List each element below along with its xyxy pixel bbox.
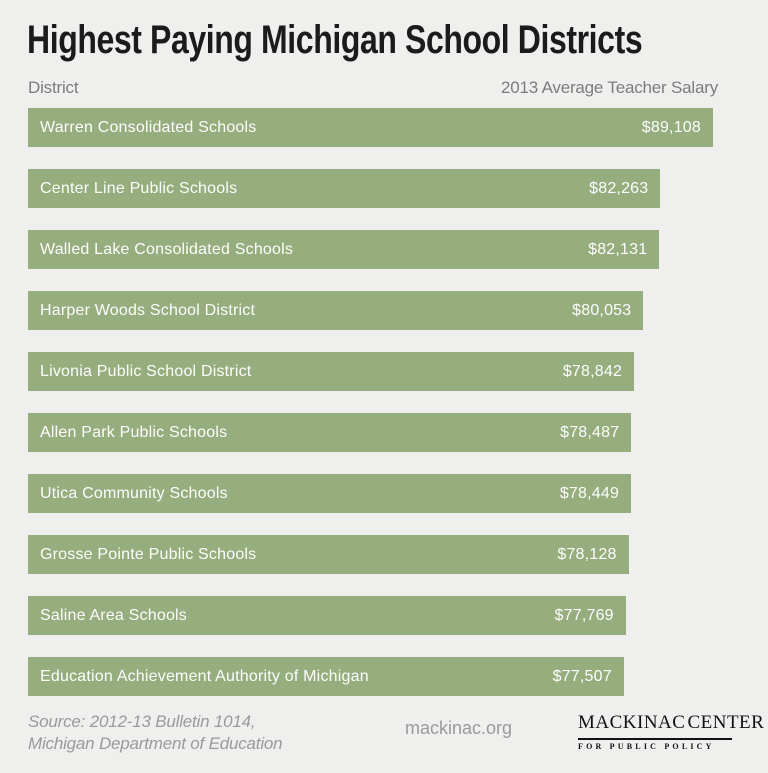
bar-row: Walled Lake Consolidated Schools $82,131: [28, 230, 660, 269]
bar-label: Utica Community Schools: [40, 484, 228, 502]
column-header-district: District: [28, 78, 79, 97]
logo-word-mackinac: MACKINAC: [578, 712, 686, 733]
bar-value: $77,769: [554, 606, 614, 624]
bar-label: Saline Area Schools: [40, 606, 188, 624]
bar-value: $82,263: [589, 179, 649, 197]
bar-value: $78,128: [557, 545, 617, 563]
bar-row: Harper Woods School District $80,053: [28, 291, 644, 330]
bar-row: Livonia Public School District $78,842: [28, 352, 635, 391]
source-line-2: Michigan Department of Education: [28, 734, 283, 753]
bar-row: Education Achievement Authority of Michi…: [28, 657, 624, 696]
source-line-1: Source: 2012-13 Bulletin 1014,: [28, 712, 256, 731]
logo-subtitle: FOR PUBLIC POLICY: [578, 742, 715, 751]
bar-row: Utica Community Schools $78,449: [28, 474, 632, 513]
bar-row: Allen Park Public Schools $78,487: [28, 413, 632, 452]
bar-row: Center Line Public Schools $82,263: [28, 169, 661, 208]
bar-value: $78,842: [562, 362, 623, 380]
bar-value: $78,449: [559, 484, 620, 502]
logo-wordmark: MACKINAC CENTER: [578, 712, 764, 740]
bar-value: $77,507: [552, 667, 612, 685]
source-note: Source: 2012-13 Bulletin 1014, Michigan …: [28, 711, 283, 755]
page-title: Highest Paying Michigan School Districts: [27, 18, 643, 62]
logo-word-center: CENTER: [687, 712, 765, 733]
bar-chart: Warren Consolidated Schools $89,108 Center…: [28, 108, 713, 718]
column-header-salary: 2013 Average Teacher Salary: [500, 78, 718, 97]
bar-label: Walled Lake Consolidated Schools: [40, 240, 294, 258]
bar-label: Center Line Public Schools: [40, 179, 238, 197]
bar-label: Education Achievement Authority of Michi…: [40, 667, 369, 685]
bar-label: Harper Woods School District: [40, 301, 256, 319]
bar-value: $89,108: [641, 118, 701, 136]
bar-label: Grosse Pointe Public Schools: [40, 545, 257, 563]
bar-row: Saline Area Schools $77,769: [28, 596, 626, 635]
bar-label: Allen Park Public Schools: [40, 423, 228, 441]
bar-value: $78,487: [560, 423, 620, 441]
column-headers: District 2013 Average Teacher Salary: [28, 78, 718, 98]
website-text: mackinac.org: [405, 718, 513, 738]
mackinac-center-logo: MACKINAC CENTER FOR PUBLIC POLICY: [578, 712, 764, 751]
bar-label: Livonia Public School District: [40, 362, 252, 380]
bar-label: Warren Consolidated Schools: [40, 118, 257, 136]
bar-value: $80,053: [572, 301, 632, 319]
bar-row: Warren Consolidated Schools $89,108: [28, 108, 713, 147]
bar-value: $82,131: [588, 240, 648, 258]
bar-row: Grosse Pointe Public Schools $78,128: [28, 535, 629, 574]
